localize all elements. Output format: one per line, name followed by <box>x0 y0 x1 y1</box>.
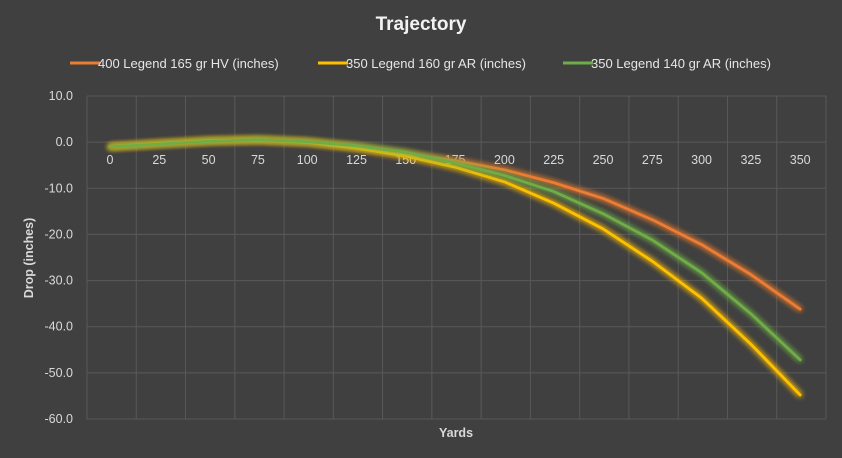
legend-label: 350 Legend 140 gr AR (inches) <box>591 56 771 71</box>
y-tick-label: -10.0 <box>45 181 74 195</box>
legend-label: 400 Legend 165 gr HV (inches) <box>98 56 279 71</box>
gridlines <box>86 95 827 420</box>
x-tick-label: 225 <box>543 153 564 167</box>
series-lines <box>108 138 802 397</box>
y-tick-label: -40.0 <box>45 320 74 334</box>
x-tick-label: 0 <box>107 153 114 167</box>
chart-legend: 400 Legend 165 gr HV (inches) 350 Legend … <box>70 56 771 71</box>
x-tick-label: 275 <box>642 153 663 167</box>
x-tick-label: 300 <box>691 153 712 167</box>
y-tick-label: -60.0 <box>45 412 74 426</box>
x-tick-label: 25 <box>152 153 166 167</box>
y-axis-ticks: 10.0 0.0 -10.0 -20.0 -30.0 -40.0 -50.0 -60.0 <box>45 89 74 426</box>
x-tick-label: 125 <box>346 153 367 167</box>
x-tick-label: 200 <box>494 153 515 167</box>
series-line-3 <box>108 138 802 362</box>
legend-item-2[interactable]: 350 Legend 160 gr AR (inches) <box>318 56 526 71</box>
legend-item-3[interactable]: 350 Legend 140 gr AR (inches) <box>563 56 771 71</box>
legend-item-1[interactable]: 400 Legend 165 gr HV (inches) <box>70 56 279 71</box>
series-line-2 <box>108 138 802 397</box>
y-tick-label: -20.0 <box>45 227 74 241</box>
y-tick-label: 10.0 <box>49 89 73 103</box>
y-tick-label: 0.0 <box>56 135 73 149</box>
x-tick-label: 325 <box>740 153 761 167</box>
x-tick-label: 350 <box>790 153 811 167</box>
y-tick-label: -30.0 <box>45 274 74 288</box>
x-tick-label: 75 <box>251 153 265 167</box>
y-tick-label: -50.0 <box>45 366 74 380</box>
legend-label: 350 Legend 160 gr AR (inches) <box>346 56 526 71</box>
x-tick-label: 50 <box>202 153 216 167</box>
y-axis-label: Drop (inches) <box>22 218 36 299</box>
x-axis-label: Yards <box>439 426 473 440</box>
x-tick-label: 250 <box>593 153 614 167</box>
chart-title: Trajectory <box>376 14 467 35</box>
x-tick-label: 100 <box>297 153 318 167</box>
